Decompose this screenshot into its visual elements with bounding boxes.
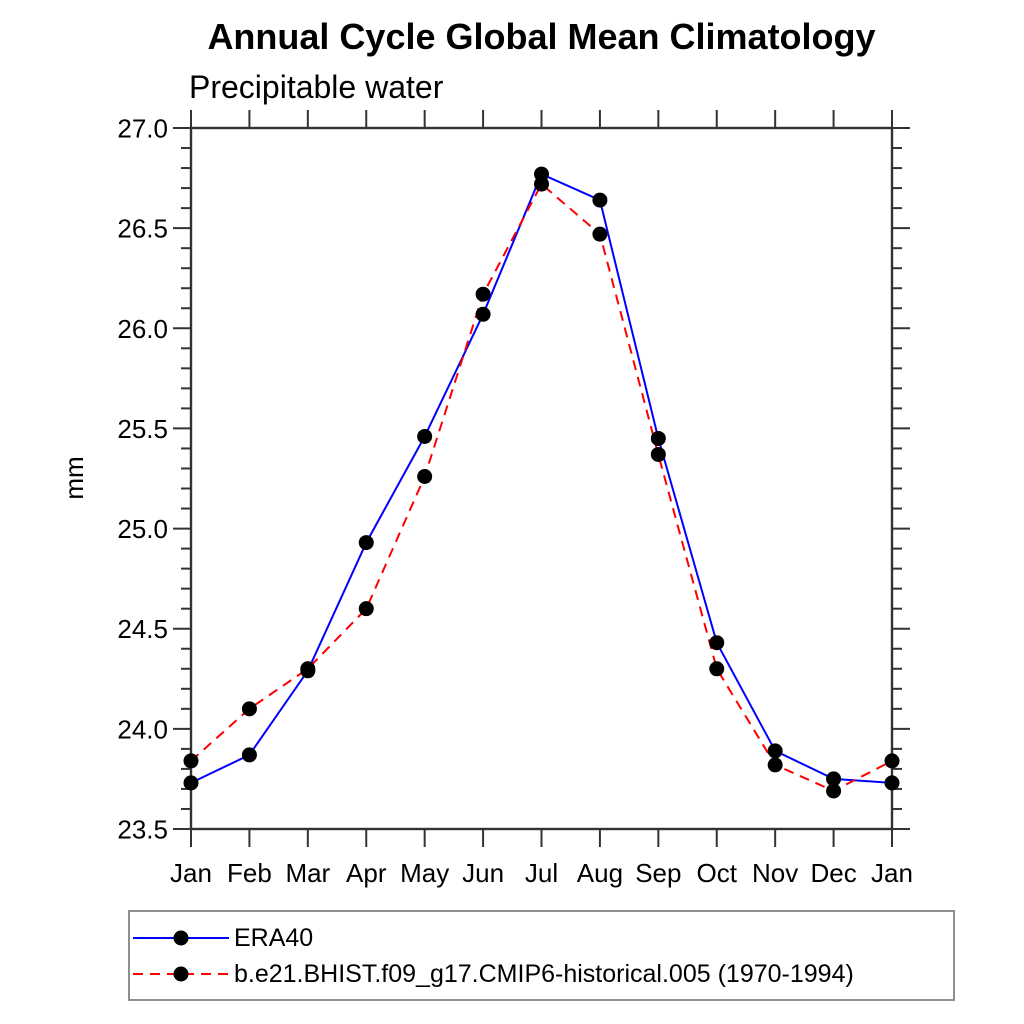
y-axis-tick-label: 27.0 <box>117 114 168 144</box>
plot-frame <box>189 126 894 831</box>
legend-line-sample-solid <box>133 930 229 945</box>
data-point-marker <box>358 535 374 551</box>
legend-label-era40: ERA40 <box>234 923 314 952</box>
x-axis-tick-label: Dec <box>810 858 856 888</box>
x-axis-tick-label: Apr <box>346 858 387 888</box>
y-axis-tick-label: 25.0 <box>117 514 168 544</box>
data-point-marker <box>826 783 842 799</box>
chart-subtitle: Precipitable water <box>189 69 444 105</box>
series-line-0 <box>190 172 893 784</box>
x-axis-tick-label: Oct <box>697 858 738 888</box>
data-point-marker <box>884 775 900 791</box>
y-axis-tick-label: 26.0 <box>117 314 168 344</box>
legend-box: ERA40 b.e21.BHIST.f09_g17.CMIP6-historic… <box>128 910 955 1001</box>
x-axis-tick-label: Jun <box>462 858 504 888</box>
x-axis-tick-label: Nov <box>752 858 798 888</box>
data-point-marker <box>475 306 491 322</box>
data-point-marker <box>709 635 725 651</box>
data-point-marker <box>241 701 257 717</box>
data-point-marker <box>767 743 783 759</box>
data-point-marker <box>241 747 257 763</box>
legend-marker-dot <box>173 966 189 981</box>
data-point-marker <box>475 286 491 302</box>
data-point-marker <box>884 753 900 769</box>
series-line-1 <box>190 182 893 793</box>
data-point-marker <box>650 446 666 462</box>
y-axis-tick-label: 26.5 <box>117 214 168 244</box>
x-axis-tick-label: Jul <box>525 858 558 888</box>
data-point-marker <box>767 757 783 773</box>
data-point-marker <box>417 428 433 444</box>
data-point-marker <box>592 226 608 242</box>
legend-label-model: b.e21.BHIST.f09_g17.CMIP6-historical.005… <box>234 959 854 988</box>
x-axis-tick-label: Sep <box>635 858 681 888</box>
data-point-marker <box>417 468 433 484</box>
legend-item-model: b.e21.BHIST.f09_g17.CMIP6-historical.005… <box>130 956 953 992</box>
y-axis-tick-label: 24.0 <box>117 714 168 744</box>
legend-marker-dot <box>173 930 189 945</box>
x-axis-tick-label: Jan <box>170 858 212 888</box>
data-point-marker <box>826 771 842 787</box>
data-point-marker <box>300 661 316 677</box>
data-point-marker <box>709 661 725 677</box>
data-point-marker <box>534 176 549 192</box>
x-axis-tick-label: May <box>400 858 449 888</box>
x-axis-tick-label: Jan <box>871 858 913 888</box>
data-point-marker <box>183 753 199 769</box>
x-axis-tick-label: Aug <box>577 858 623 888</box>
data-point-marker <box>592 192 608 208</box>
data-point-marker <box>183 775 199 791</box>
data-point-marker <box>650 430 666 446</box>
data-point-marker <box>358 601 374 617</box>
y-axis-tick-label: 24.5 <box>117 614 168 644</box>
y-axis-tick-label: 25.5 <box>117 414 168 444</box>
chart-title: Annual Cycle Global Mean Climatology <box>207 16 876 57</box>
legend-line-sample-dashed <box>133 966 229 981</box>
x-axis-tick-label: Mar <box>285 858 330 888</box>
legend-item-era40: ERA40 <box>130 920 953 956</box>
x-axis-tick-label: Feb <box>227 858 272 888</box>
y-axis-tick-label: 23.5 <box>117 815 168 845</box>
